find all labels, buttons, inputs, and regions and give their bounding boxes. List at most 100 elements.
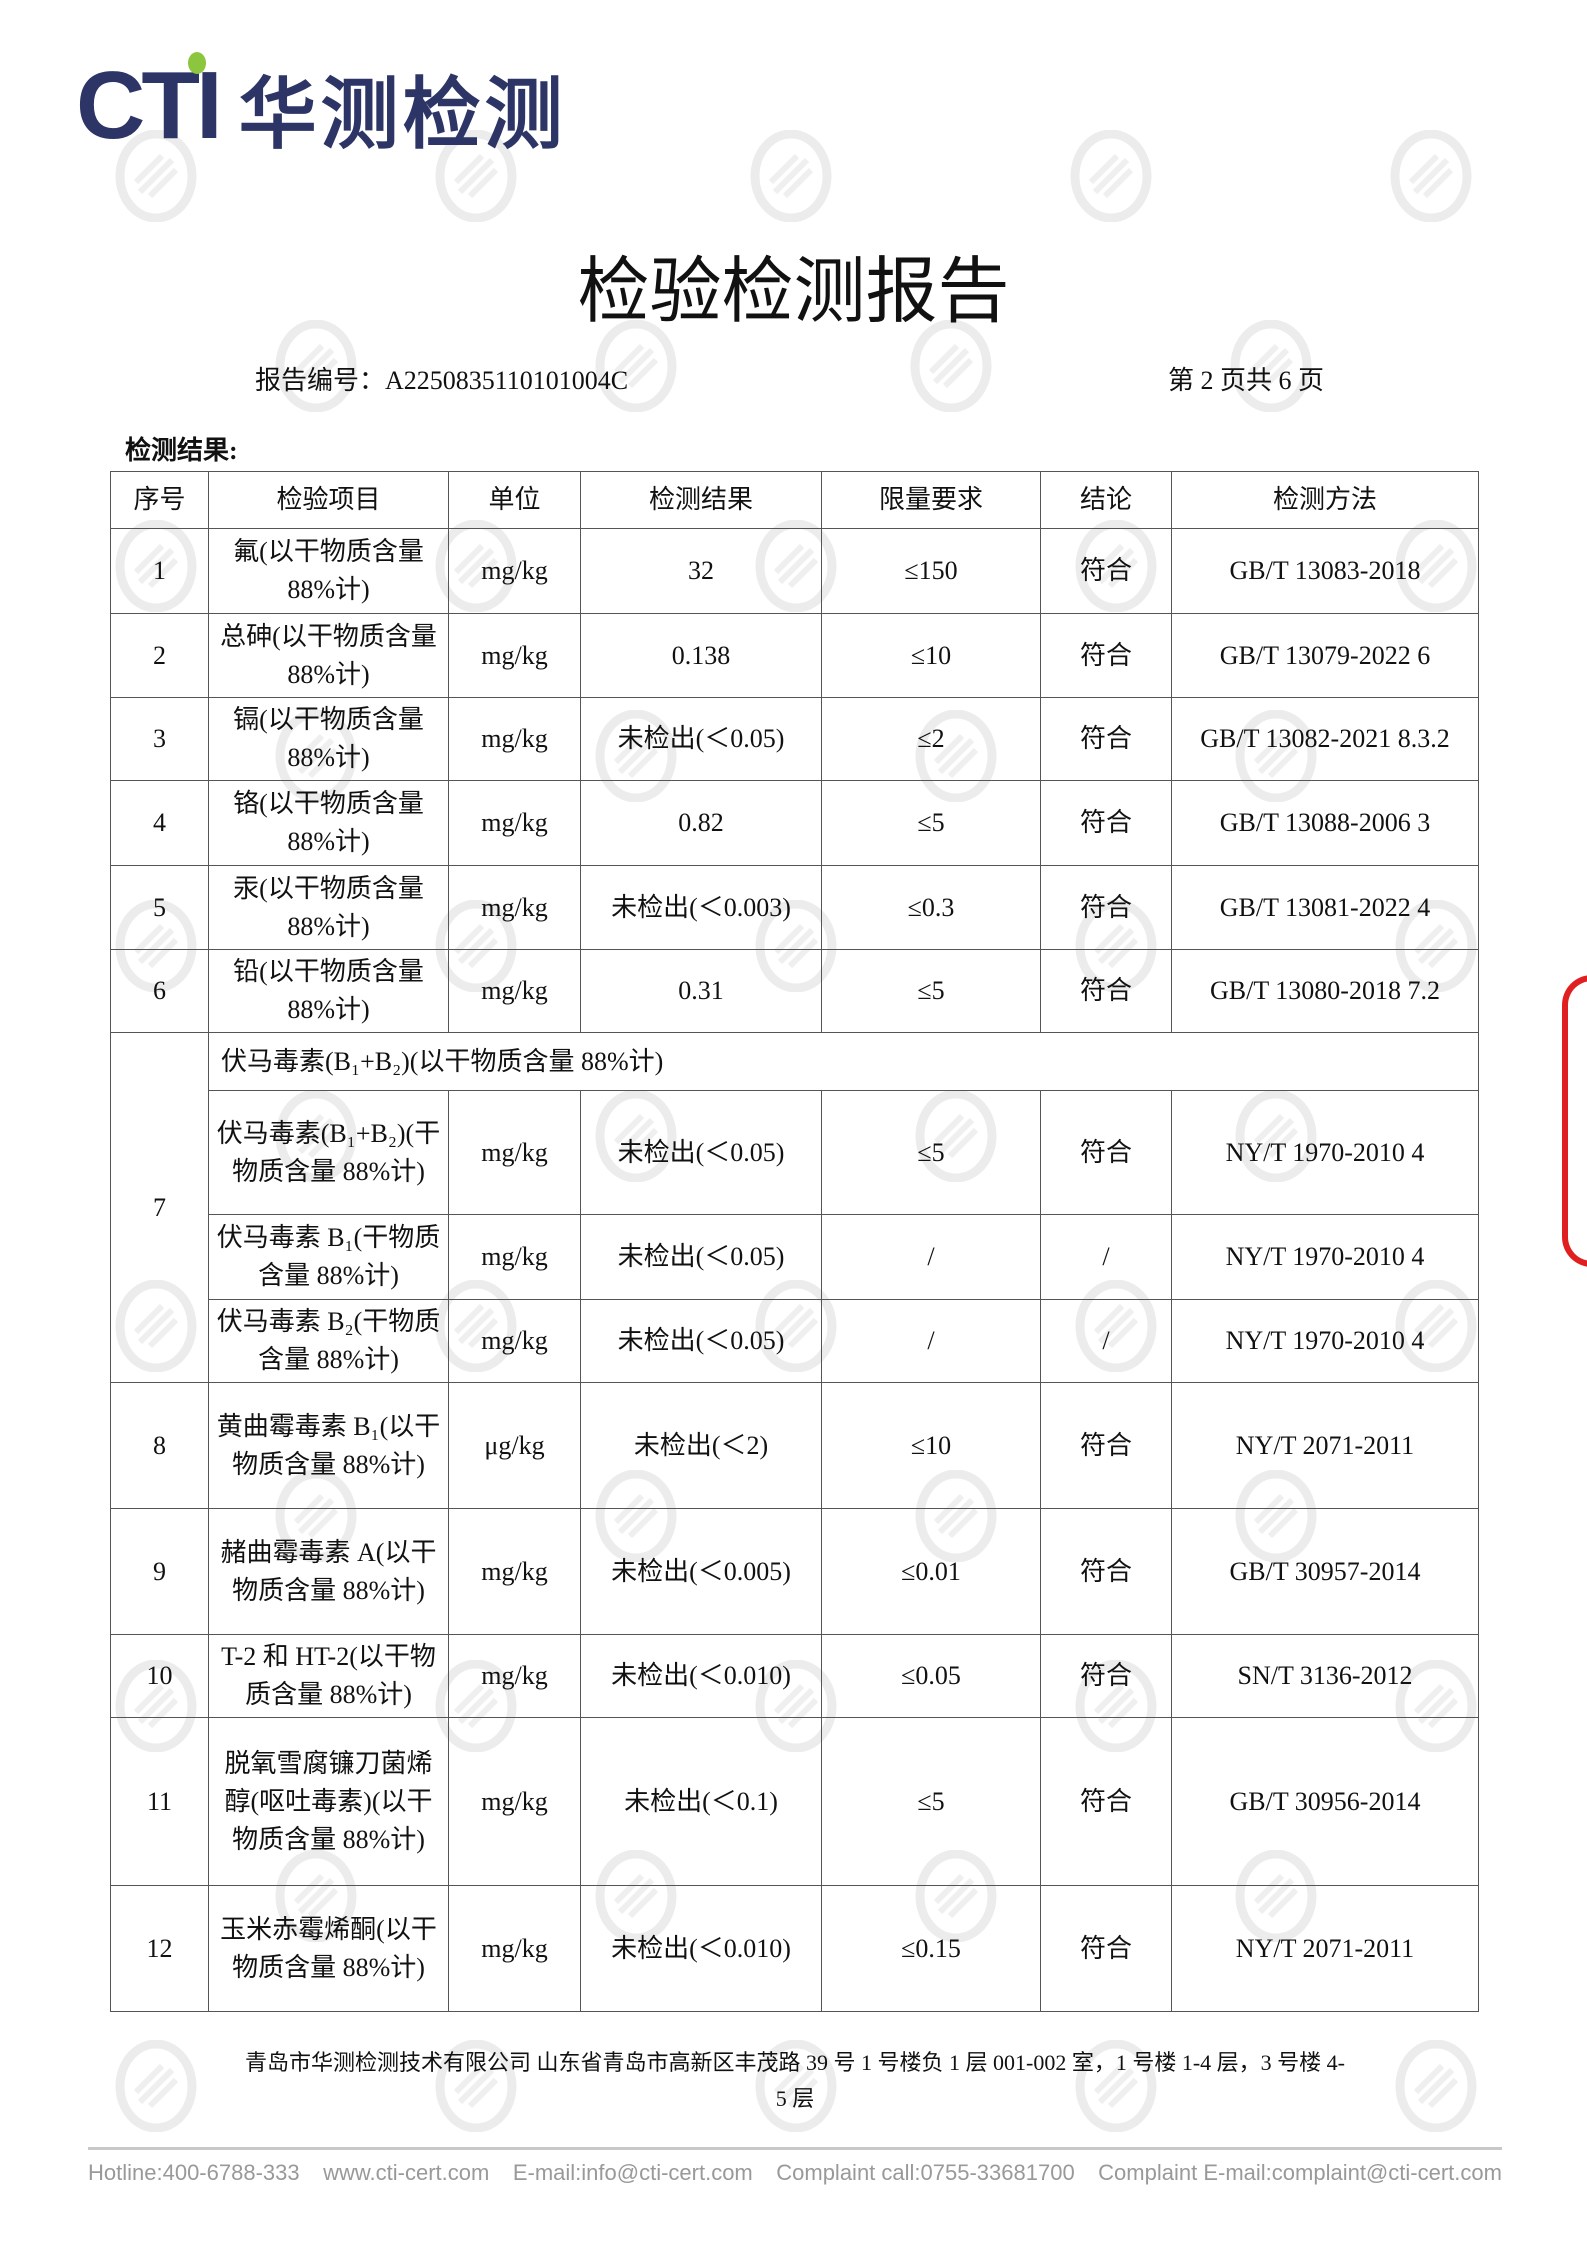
- logo-dot: [188, 52, 206, 74]
- cell-limit: ≤5: [821, 780, 1041, 866]
- cell-limit: ≤10: [821, 1382, 1041, 1509]
- cell-unit: mg/kg: [448, 613, 581, 698]
- cti-watermark-icon: [115, 2040, 197, 2132]
- footer-contact-item: www.cti-cert.com: [323, 2160, 490, 2185]
- cell-item: 氟(以干物质含量88%计): [208, 528, 449, 614]
- cell-limit: ≤0.05: [821, 1634, 1041, 1718]
- cell-item: 玉米赤霉烯酮(以干物质含量 88%计): [208, 1885, 449, 2012]
- table-row-group-header: 7 伏马毒素(B₁+B₂)(以干物质含量 88%计): [110, 1032, 1479, 1383]
- cell-no: 10: [110, 1634, 209, 1718]
- cell-conclusion: 符合: [1040, 780, 1172, 866]
- cell-conclusion: 符合: [1040, 1508, 1172, 1635]
- table-row: 12 玉米赤霉烯酮(以干物质含量 88%计) mg/kg 未检出(＜0.010) ≤0.…: [110, 1885, 1479, 2012]
- table-row: 9 赭曲霉毒素 A(以干物质含量 88%计) mg/kg 未检出(＜0.005) ≤0.…: [110, 1508, 1479, 1635]
- cell-unit: μg/kg: [448, 1382, 581, 1509]
- table-header: 序号 检验项目 单位 检测结果 限量要求 结论 检测方法: [110, 471, 1479, 529]
- table-row: 2 总砷(以干物质含量 88%计) mg/kg 0.138 ≤10 符合 GB/T 1307…: [110, 613, 1479, 698]
- cell-conclusion: 符合: [1040, 1634, 1172, 1718]
- column-header: 检测方法: [1171, 471, 1479, 529]
- cell-result: 未检出(＜0.003): [580, 865, 822, 950]
- cell-unit: mg/kg: [448, 865, 581, 950]
- cell-unit: mg/kg: [448, 697, 581, 781]
- cell-unit: mg/kg: [448, 1214, 581, 1300]
- cell-method: GB/T 13079-2022 6: [1171, 613, 1479, 698]
- cell-method: NY/T 2071-2011: [1171, 1382, 1479, 1509]
- cell-no: 4: [110, 780, 209, 866]
- cell-result: 未检出(＜0.05): [580, 697, 822, 781]
- cell-result: 0.138: [580, 613, 822, 698]
- cell-limit: /: [821, 1214, 1041, 1300]
- cti-watermark-icon: [1395, 2040, 1477, 2132]
- column-header: 序号: [110, 471, 209, 529]
- logo-cn: 华测检测: [238, 70, 567, 160]
- cell-item: 伏马毒素 B₂(干物质含量 88%计): [208, 1299, 449, 1383]
- cell-conclusion: 符合: [1040, 1382, 1172, 1509]
- cell-unit: mg/kg: [448, 949, 581, 1033]
- cell-result: 0.82: [580, 780, 822, 866]
- group-title: 伏马毒素(B₁+B₂)(以干物质含量 88%计): [208, 1032, 1479, 1091]
- cell-method: NY/T 1970-2010 4: [1171, 1299, 1479, 1383]
- cell-unit: mg/kg: [448, 1885, 581, 2012]
- cell-result: 32: [580, 528, 822, 614]
- section-title: 检测结果:: [125, 436, 238, 465]
- cell-unit: mg/kg: [448, 528, 581, 614]
- cell-limit: /: [821, 1299, 1041, 1383]
- cell-item: 镉(以干物质含量88%计): [208, 697, 449, 781]
- cell-result: 未检出(＜0.005): [580, 1508, 822, 1635]
- footer-contacts: Hotline:400-6788-333 www.cti-cert.com E-ma…: [88, 2160, 1502, 2186]
- results-table: 序号 检验项目 单位 检测结果 限量要求 结论 检测方法 1 氟(以干物质含量88%计) mg/…: [110, 471, 1479, 2012]
- cell-method: NY/T 2071-2011: [1171, 1885, 1479, 2012]
- footer-divider: [88, 2147, 1502, 2150]
- cell-no: 2: [110, 613, 209, 698]
- cell-method: GB/T 13081-2022 4: [1171, 865, 1479, 950]
- cell-result: 0.31: [580, 949, 822, 1033]
- column-header: 单位: [448, 471, 581, 529]
- table-row: 1 氟(以干物质含量88%计) mg/kg 32 ≤150 符合 GB/T 13083-20…: [110, 528, 1479, 614]
- table-row: 伏马毒素 B₁(干物质含量 88%计) mg/kg 未检出(＜0.05) / / NY/T…: [111, 1214, 1479, 1300]
- cell-limit: ≤5: [821, 1717, 1041, 1886]
- cell-conclusion: /: [1040, 1214, 1172, 1300]
- cell-no: 1: [110, 528, 209, 614]
- cell-item: 黄曲霉毒素 B₁(以干物质含量 88%计): [208, 1382, 449, 1509]
- footer-contact-item: Hotline:400-6788-333: [88, 2160, 300, 2185]
- cell-item: 伏马毒素(B₁+B₂)(干物质含量 88%计): [208, 1090, 449, 1215]
- cell-conclusion: 符合: [1040, 1090, 1172, 1215]
- cell-result: 未检出(＜2): [580, 1382, 822, 1509]
- cell-unit: mg/kg: [448, 1634, 581, 1718]
- cell-limit: ≤5: [821, 949, 1041, 1033]
- cell-item: 汞(以干物质含量88%计): [208, 865, 449, 950]
- cell-unit: mg/kg: [448, 780, 581, 866]
- cell-unit: mg/kg: [448, 1508, 581, 1635]
- footer-address: 青岛市华测检测技术有限公司 山东省青岛市高新区丰茂路 39 号 1 号楼负 1 …: [245, 2050, 1345, 2111]
- cell-limit: ≤10: [821, 613, 1041, 698]
- cell-item: 铅(以干物质含量88%计): [208, 949, 449, 1033]
- table-row: 3 镉(以干物质含量88%计) mg/kg 未检出(＜0.05) ≤2 符合 GB/T 13…: [110, 697, 1479, 781]
- cell-method: NY/T 1970-2010 4: [1171, 1090, 1479, 1215]
- cell-limit: ≤0.15: [821, 1885, 1041, 2012]
- cell-result: 未检出(＜0.010): [580, 1634, 822, 1718]
- cell-no: 3: [110, 697, 209, 781]
- cell-limit: ≤0.3: [821, 865, 1041, 950]
- cell-method: GB/T 30957-2014: [1171, 1508, 1479, 1635]
- cell-no: 6: [110, 949, 209, 1033]
- table-row: 8 黄曲霉毒素 B₁(以干物质含量 88%计) μg/kg 未检出(＜2) ≤10 符合 N…: [110, 1382, 1479, 1509]
- cell-limit: ≤2: [821, 697, 1041, 781]
- cell-conclusion: 符合: [1040, 613, 1172, 698]
- column-header: 检测结果: [580, 471, 822, 529]
- cell-conclusion: 符合: [1040, 1885, 1172, 2012]
- cell-result: 未检出(＜0.05): [580, 1214, 822, 1300]
- cell-item: 铬(以干物质含量88%计): [208, 780, 449, 866]
- cell-method: NY/T 1970-2010 4: [1171, 1214, 1479, 1300]
- cell-no: 11: [110, 1717, 209, 1886]
- cell-unit: mg/kg: [448, 1090, 581, 1215]
- table-row: 伏马毒素 B₂(干物质含量 88%计) mg/kg 未检出(＜0.05) / / NY/T…: [111, 1299, 1479, 1383]
- cell-conclusion: /: [1040, 1299, 1172, 1383]
- cti-watermark-icon: [1070, 130, 1152, 222]
- column-header: 限量要求: [821, 471, 1041, 529]
- footer-contact-item: Complaint call:0755-33681700: [776, 2160, 1075, 2185]
- page-title: 检验检测报告: [577, 252, 1010, 332]
- cell-unit: mg/kg: [448, 1299, 581, 1383]
- cell-result: 未检出(＜0.010): [580, 1885, 822, 2012]
- table-row: 5 汞(以干物质含量88%计) mg/kg 未检出(＜0.003) ≤0.3 符合 GB/T…: [110, 865, 1479, 950]
- cell-no: 12: [110, 1885, 209, 2012]
